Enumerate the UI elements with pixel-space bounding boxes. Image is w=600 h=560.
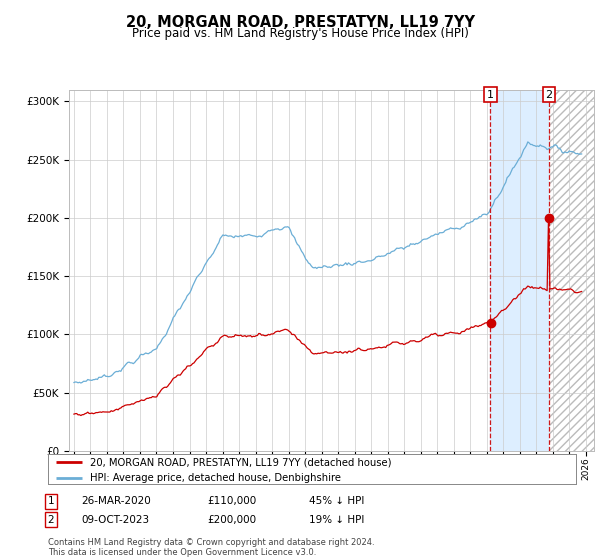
Bar [549,90,600,451]
Text: 09-OCT-2023: 09-OCT-2023 [81,515,149,525]
Text: Contains HM Land Registry data © Crown copyright and database right 2024.
This d: Contains HM Land Registry data © Crown c… [48,538,374,557]
Text: 20, MORGAN ROAD, PRESTATYN, LL19 7YY (detached house): 20, MORGAN ROAD, PRESTATYN, LL19 7YY (de… [90,457,392,467]
Text: £110,000: £110,000 [207,496,256,506]
Text: £200,000: £200,000 [207,515,256,525]
Text: 1: 1 [47,496,55,506]
Text: 2: 2 [47,515,55,525]
Text: 26-MAR-2020: 26-MAR-2020 [81,496,151,506]
Text: 20, MORGAN ROAD, PRESTATYN, LL19 7YY: 20, MORGAN ROAD, PRESTATYN, LL19 7YY [125,15,475,30]
Text: 2: 2 [545,90,553,100]
Text: 45% ↓ HPI: 45% ↓ HPI [309,496,364,506]
Text: Price paid vs. HM Land Registry's House Price Index (HPI): Price paid vs. HM Land Registry's House … [131,27,469,40]
Text: 1: 1 [487,90,494,100]
Text: 19% ↓ HPI: 19% ↓ HPI [309,515,364,525]
Text: HPI: Average price, detached house, Denbighshire: HPI: Average price, detached house, Denb… [90,473,341,483]
Bar [490,90,549,451]
